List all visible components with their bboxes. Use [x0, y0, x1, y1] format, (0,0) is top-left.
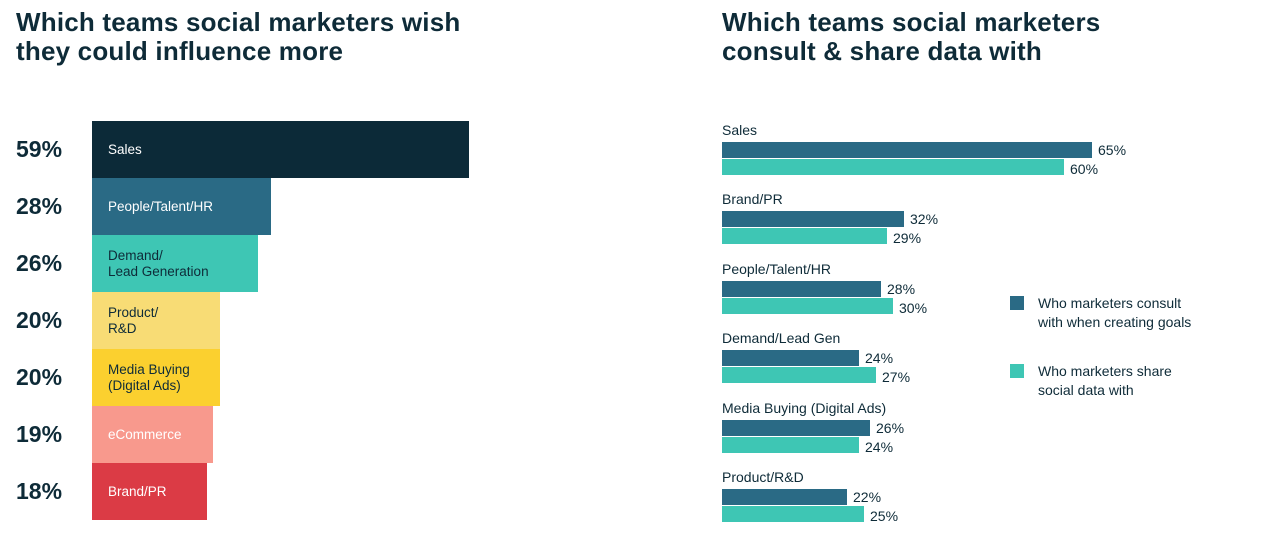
- bar: [722, 297, 893, 314]
- bar: [92, 235, 258, 292]
- category-label: Product/R&D: [722, 469, 804, 485]
- value-label: 28%: [16, 193, 63, 219]
- bar: [92, 121, 469, 178]
- value-label: 26%: [16, 250, 63, 276]
- bar: [722, 280, 881, 297]
- value-label: 65%: [1098, 142, 1127, 158]
- category-label: Product/ R&D: [108, 304, 159, 336]
- category-label: Media Buying (Digital Ads): [722, 399, 887, 416]
- category-label: Brand/PR: [108, 483, 167, 499]
- bar: [92, 178, 271, 235]
- bar: [92, 406, 213, 463]
- category-label: Sales: [722, 122, 758, 138]
- value-label: 27%: [882, 369, 911, 386]
- bar: [722, 228, 887, 245]
- category-label: Demand/Lead Gen: [722, 330, 841, 347]
- legend-label-share: Who marketers share social data with: [1038, 363, 1172, 398]
- bar: [92, 463, 207, 520]
- right-bar-chart: Sales 65% 60% Brand/PR 32% 29% People/Talent/H…: [700, 0, 1260, 547]
- value-label: 26%: [876, 419, 905, 436]
- value-label: 18%: [16, 478, 63, 504]
- legend-swatch-consult: [1010, 296, 1024, 310]
- value-label: 20%: [16, 307, 63, 333]
- value-label: 59%: [16, 136, 63, 162]
- value-label: 24%: [865, 350, 894, 367]
- bar: [722, 350, 859, 367]
- left-chart-title: Which teams social marketers wish they c…: [16, 7, 461, 66]
- value-label: 30%: [899, 299, 928, 316]
- category-label: People/Talent/HR: [108, 198, 214, 214]
- bar: [722, 436, 859, 453]
- value-label: 32%: [910, 211, 939, 228]
- legend-swatch-share: [1010, 364, 1024, 378]
- bar: [722, 211, 904, 228]
- bar: [722, 489, 847, 505]
- bar: [92, 292, 220, 349]
- bar: [92, 349, 220, 406]
- value-label: 20%: [16, 364, 63, 390]
- bar: [722, 506, 864, 522]
- value-label: 24%: [865, 438, 894, 455]
- value-label: 60%: [1070, 161, 1099, 177]
- category-label: Sales: [108, 141, 142, 157]
- category-label: Media Buying (Digital Ads): [108, 361, 190, 393]
- bar: [722, 419, 870, 436]
- value-label: 28%: [887, 280, 916, 297]
- bar: [722, 142, 1092, 158]
- bar: [722, 159, 1064, 175]
- legend-label-consult: Who marketers consult with when creating…: [1038, 295, 1192, 330]
- value-label: 25%: [870, 508, 899, 524]
- category-label: People/Talent/HR: [722, 260, 831, 277]
- category-label: Brand/PR: [722, 191, 783, 208]
- category-label: eCommerce: [108, 426, 182, 442]
- right-chart-title: Which teams social marketers consult & s…: [722, 7, 1101, 66]
- value-label: 22%: [853, 489, 882, 505]
- category-label: Demand/ Lead Generation: [108, 247, 209, 279]
- value-label: 29%: [893, 230, 922, 247]
- bar: [722, 367, 876, 384]
- value-label: 19%: [16, 421, 63, 447]
- left-bar-chart: 59% Sales 28% People/Talent/HR 26% Demand/ Le…: [0, 0, 560, 547]
